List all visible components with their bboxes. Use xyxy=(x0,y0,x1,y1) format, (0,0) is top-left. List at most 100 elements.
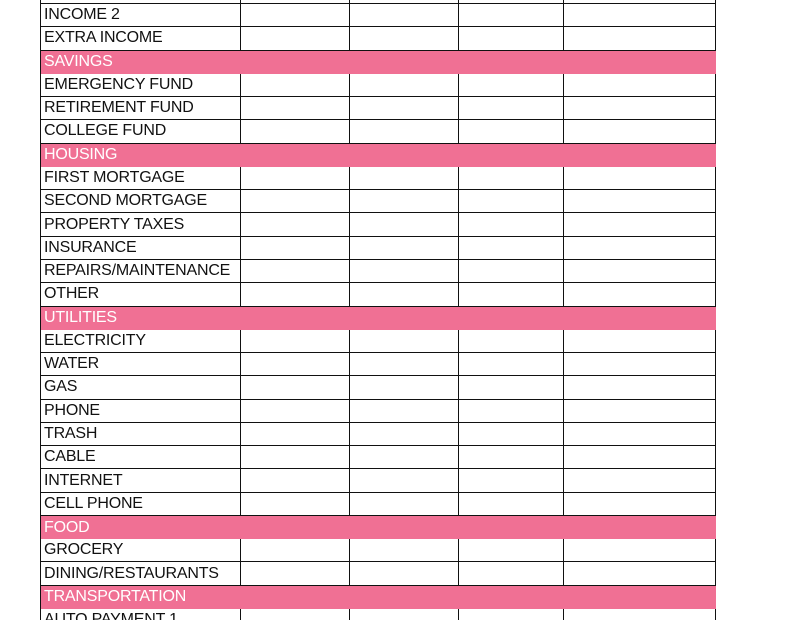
table-cell xyxy=(41,190,459,213)
row-label: COLLEGE FUND xyxy=(44,122,167,140)
table-row: GAS xyxy=(40,376,716,400)
table-cell xyxy=(41,0,459,3)
section-header: SAVINGS xyxy=(40,50,716,74)
table-cell xyxy=(41,492,459,515)
table-cell xyxy=(41,446,564,469)
row-label: REPAIRS/MAINTENANCE xyxy=(44,262,231,280)
table-row: SECOND MORTGAGE xyxy=(40,190,716,214)
table-cell xyxy=(41,562,241,585)
table-cell xyxy=(41,166,241,190)
row-label: PROPERTY TAXES xyxy=(44,215,185,233)
table-cell xyxy=(41,446,241,469)
table-row: PROPERTY TAXES xyxy=(40,213,716,237)
row-label: ELECTRICITY xyxy=(44,331,146,349)
table-cell xyxy=(41,120,350,143)
table-cell xyxy=(41,213,241,236)
table-cell xyxy=(41,539,350,562)
table-cell xyxy=(41,329,241,353)
table-cell xyxy=(41,422,241,446)
row-label: OTHER xyxy=(44,285,100,303)
table-row: FIRST MORTGAGE xyxy=(40,166,716,191)
table-cell xyxy=(41,27,564,50)
table-cell xyxy=(41,329,459,353)
table-cell xyxy=(41,4,564,27)
table-cell xyxy=(41,539,564,562)
table-cell xyxy=(41,166,350,190)
row-label: CELL PHONE xyxy=(44,494,143,512)
row-label: EMERGENCY FUND xyxy=(44,75,193,93)
row-label: GAS xyxy=(44,378,78,396)
table-cell xyxy=(41,376,241,399)
table-cell xyxy=(41,259,241,283)
table-cell xyxy=(41,4,350,27)
table-cell xyxy=(41,0,241,3)
table-cell xyxy=(41,539,459,562)
row-label: INCOME 2 xyxy=(44,6,120,24)
table-cell xyxy=(41,73,564,97)
table-cell xyxy=(41,4,459,27)
section-title: SAVINGS xyxy=(44,53,113,71)
row-label: AUTO PAYMENT 1 xyxy=(44,611,178,620)
table-cell xyxy=(41,73,459,97)
table-cell xyxy=(41,329,564,353)
table-cell xyxy=(41,353,564,376)
table-cell xyxy=(41,213,459,236)
table-row: TRASH xyxy=(40,422,716,447)
table-row: RETIREMENT FUND xyxy=(40,97,716,121)
table-row: EMERGENCY FUND xyxy=(40,73,716,98)
table-cell xyxy=(41,422,459,446)
table-cell xyxy=(41,190,564,213)
table-cell xyxy=(41,27,241,50)
row-label: TRASH xyxy=(44,424,98,442)
table-cell xyxy=(41,353,459,376)
table-cell xyxy=(41,609,564,620)
table-row: PHONE xyxy=(40,399,716,423)
table-cell xyxy=(41,446,459,469)
table-cell xyxy=(41,399,459,422)
table-cell xyxy=(41,120,459,143)
table-cell xyxy=(41,236,241,259)
table-cell xyxy=(41,609,459,620)
table-row: CELL PHONE xyxy=(40,492,716,516)
section-title: UTILITIES xyxy=(44,309,117,327)
row-label: SECOND MORTGAGE xyxy=(44,192,207,210)
row-label: EXTRA INCOME xyxy=(44,29,163,47)
table-cell xyxy=(41,376,459,399)
table-cell xyxy=(41,73,350,97)
table-cell xyxy=(41,283,241,306)
table-cell xyxy=(41,539,241,562)
table-cell xyxy=(41,27,350,50)
table-cell xyxy=(41,376,564,399)
table-cell xyxy=(41,166,564,190)
table-cell xyxy=(41,213,564,236)
table-cell xyxy=(41,283,459,306)
table-cell xyxy=(41,492,564,515)
table-cell xyxy=(41,283,350,306)
table-cell xyxy=(41,213,350,236)
table-row: INSURANCE xyxy=(40,236,716,260)
section-header: HOUSING xyxy=(40,143,716,167)
table-cell xyxy=(41,399,564,422)
table-cell xyxy=(41,97,564,120)
table-cell xyxy=(41,283,564,306)
table-row: INCOME 2 xyxy=(40,4,716,28)
table-cell xyxy=(41,353,241,376)
table-row: EXTRA INCOME xyxy=(40,27,716,51)
table-cell xyxy=(41,562,564,585)
table-cell xyxy=(41,492,241,515)
table-row: WATER xyxy=(40,353,716,377)
table-cell xyxy=(41,376,350,399)
table-row: COLLEGE FUND xyxy=(40,120,716,144)
table-cell xyxy=(41,562,350,585)
table-cell xyxy=(41,469,350,492)
table-cell xyxy=(41,73,241,97)
table-row: OTHER xyxy=(40,283,716,307)
table-row: ELECTRICITY xyxy=(40,329,716,354)
table-cell xyxy=(41,609,350,620)
table-cell xyxy=(41,562,459,585)
row-label: INSURANCE xyxy=(44,238,137,256)
section-title: FOOD xyxy=(44,518,90,536)
table-cell xyxy=(41,469,564,492)
table-cell xyxy=(41,399,350,422)
table-cell xyxy=(41,469,459,492)
